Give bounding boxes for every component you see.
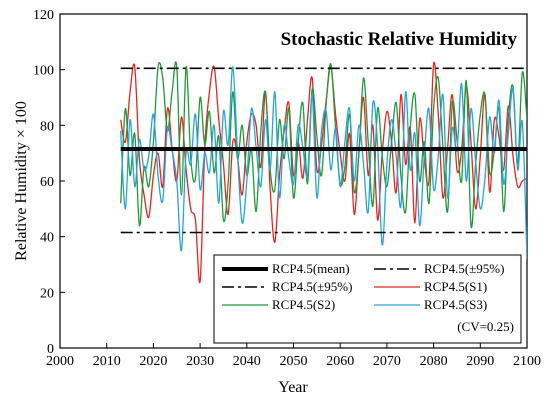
x-tick-label: 2020 [139, 354, 167, 369]
series-line-s2 [120, 61, 527, 229]
x-tick-label: 2040 [233, 354, 261, 369]
y-tick-label: 60 [40, 175, 54, 190]
legend-label: RCP4.5(±95%) [272, 279, 352, 294]
y-tick-label: 20 [40, 286, 54, 301]
x-tick-label: 2080 [420, 354, 448, 369]
y-axis: 0 20 40 60 80 100 120 [33, 8, 65, 357]
legend-label: RCP4.5(S1) [424, 279, 487, 294]
x-tick-label: 2050 [280, 354, 308, 369]
y-tick-label: 100 [33, 64, 54, 79]
reference-lines [120, 67, 527, 234]
chart-title: Stochastic Relative Humidity [281, 29, 518, 50]
x-axis-title: Year [278, 379, 308, 396]
series-line-s3 [120, 66, 527, 259]
x-tick-label: 2090 [466, 354, 494, 369]
x-tick-label: 2000 [46, 354, 74, 369]
legend-label: RCP4.5(S2) [272, 297, 335, 312]
x-tick-label: 2030 [186, 354, 214, 369]
series-layer [120, 61, 527, 284]
legend-label: RCP4.5(S3) [424, 297, 487, 312]
legend: RCP4.5(mean) RCP4.5(±95%) RCP4.5(±95%) RCP4… [213, 254, 522, 344]
y-axis-title: Relative Humidity × 100 [13, 101, 30, 261]
x-tick-label: 2100 [513, 354, 541, 369]
x-tick-label: 2060 [326, 354, 354, 369]
legend-label: RCP4.5(±95%) [424, 261, 504, 276]
cv-note: (CV=0.25) [457, 319, 514, 334]
y-tick-label: 0 [47, 342, 54, 357]
y-tick-label: 40 [40, 231, 54, 246]
y-tick-label: 120 [33, 8, 54, 23]
y-tick-label: 80 [40, 119, 54, 134]
x-axis: 2000 2010 2020 2030 2040 2050 2060 2070 2080 2090… [46, 343, 541, 369]
x-tick-label: 2070 [373, 354, 401, 369]
legend-label: RCP4.5(mean) [272, 261, 350, 276]
x-tick-label: 2010 [93, 354, 121, 369]
